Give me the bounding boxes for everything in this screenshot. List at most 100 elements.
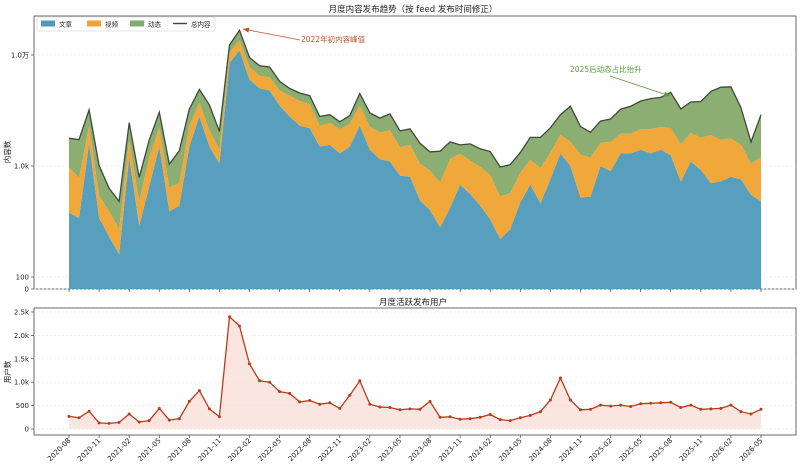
bottom-x-tick-label: 2021-08: [166, 437, 192, 463]
users-point: [739, 410, 743, 414]
users-point: [699, 407, 703, 411]
bottom-y-tick-label: 2.0k: [14, 332, 30, 340]
bottom-x-tick-label: 2023-02: [347, 437, 373, 463]
users-point: [528, 413, 532, 417]
bottom-x-tick-label: 2025-08: [648, 437, 674, 463]
bottom-x-tick-label: 2021-11: [197, 437, 223, 463]
bottom-x-tick-label: 2025-11: [678, 437, 704, 463]
bottom-x-tick-label: 2024-05: [497, 437, 523, 463]
users-point: [217, 415, 221, 419]
bottom-y-tick-label: 2.5k: [14, 309, 30, 317]
users-point: [548, 398, 552, 402]
users-point: [398, 408, 402, 412]
users-point: [67, 414, 71, 418]
bottom-y-axis-label: 用户数: [2, 360, 12, 383]
users-point: [248, 362, 251, 366]
users-point: [147, 419, 151, 423]
users-point: [278, 390, 282, 394]
bottom-x-tick-label: 2021-05: [136, 437, 162, 463]
users-point: [288, 391, 292, 395]
users-point: [318, 402, 322, 406]
legend-label-article: 文章: [59, 20, 73, 29]
users-point: [679, 406, 683, 409]
top-chart-title: 月度内容发布趋势（按 feed 发布时间修正）: [329, 4, 498, 15]
bottom-x-axis: 2020-08 2020-11 2021-02 2021-05 2021-08 2021-…: [46, 435, 764, 463]
users-point: [639, 402, 643, 406]
legend-label-video: 视频: [105, 20, 119, 29]
users-point: [649, 401, 653, 405]
bottom-chart-title: 月度活跃发布用户: [379, 297, 447, 308]
bottom-x-tick-label: 2022-08: [287, 437, 313, 463]
users-point: [107, 421, 111, 425]
top-y-axis: 0 100 1.0k 1.0万: [11, 52, 34, 294]
total-line: [68, 28, 762, 204]
bottom-x-tick-label: 2023-05: [377, 437, 403, 463]
users-point: [749, 412, 753, 416]
users-point: [589, 407, 592, 411]
users-line: [68, 315, 762, 425]
annotation-moment-rise: 2025后动态占比抬升: [570, 64, 671, 97]
bottom-x-tick-label: 2024-11: [558, 437, 584, 463]
users-point: [538, 410, 542, 414]
users-point: [408, 407, 412, 411]
users-point: [709, 407, 713, 411]
users-point: [298, 400, 302, 404]
bottom-y-tick-label: 1.0k: [14, 379, 30, 387]
users-point: [87, 409, 91, 413]
users-point: [729, 403, 733, 407]
users-point: [197, 389, 201, 393]
users-point: [258, 379, 262, 383]
legend-box: [36, 16, 216, 32]
bottom-x-tick-label: 2020-08: [46, 437, 72, 463]
bottom-y-tick-label: 500: [16, 402, 29, 410]
users-point: [689, 403, 693, 407]
users-point: [338, 406, 342, 410]
bottom-y-axis: 0 500 1.0k 1.5k 2.0k 2.5k: [14, 309, 34, 434]
users-point: [388, 406, 392, 409]
bottom-x-tick-label: 2026-02: [708, 437, 734, 463]
users-point: [458, 417, 462, 421]
bottom-y-tick-label: 1.5k: [14, 355, 30, 363]
users-point: [348, 393, 352, 397]
legend: 文章 视频 动态 总内容: [36, 16, 216, 32]
users-point: [127, 412, 131, 416]
bottom-x-tick-label: 2020-11: [76, 437, 102, 463]
users-point: [508, 419, 512, 423]
users-point: [759, 407, 763, 411]
users-point: [579, 408, 582, 412]
area-article: [69, 50, 761, 290]
bottom-series: [67, 315, 763, 429]
legend-swatch-moment: [130, 20, 144, 27]
legend-label-moment: 动态: [148, 20, 162, 29]
annotation-peak: 2022年初内容峰值: [242, 27, 366, 44]
users-point: [187, 399, 191, 403]
bottom-x-tick-label: 2024-02: [467, 437, 493, 463]
bottom-x-tick-label: 2022-05: [257, 437, 283, 463]
users-point: [599, 403, 602, 407]
users-point: [468, 417, 472, 421]
bottom-x-tick-label: 2023-08: [407, 437, 433, 463]
bottom-x-tick-label: 2024-08: [527, 437, 553, 463]
users-fill: [69, 316, 761, 429]
bottom-x-tick-label: 2025-05: [618, 437, 644, 463]
users-point: [498, 418, 502, 422]
top-y-axis-label: 内容数: [2, 140, 12, 163]
users-point: [558, 376, 562, 380]
users-point: [609, 404, 613, 408]
legend-label-total: 总内容: [191, 20, 211, 29]
users-point: [568, 398, 572, 402]
users-point: [157, 406, 161, 410]
users-point: [268, 380, 272, 384]
top-chart: 月度内容发布趋势（按 feed 发布时间修正） 0 100 1.0k 1.0万 内容数…: [2, 4, 797, 294]
users-point: [428, 399, 432, 403]
users-point: [518, 416, 522, 420]
users-point: [378, 405, 382, 409]
top-y-tick-label: 0: [25, 286, 29, 294]
annotation-peak-arrow: [242, 28, 301, 41]
users-point: [308, 399, 312, 402]
users-point: [448, 415, 452, 419]
legend-swatch-article: [41, 20, 55, 27]
annotation-moment-arrow: [609, 75, 671, 97]
users-point: [238, 324, 241, 328]
